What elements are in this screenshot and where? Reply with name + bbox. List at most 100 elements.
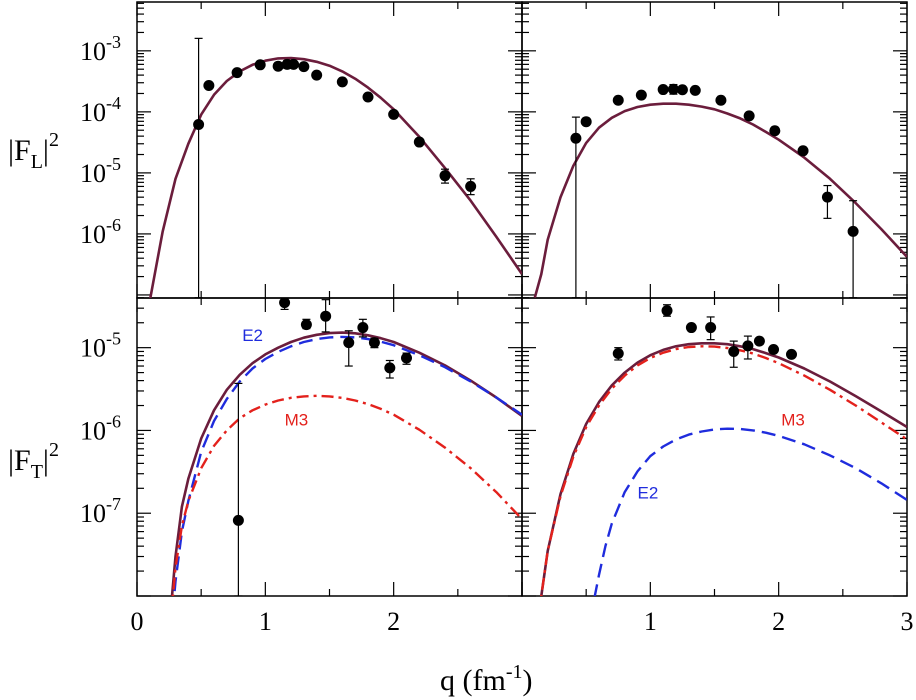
panel-points-top-left xyxy=(193,37,477,298)
curve-label-e2: E2 xyxy=(638,484,659,503)
y-tick-label-exp: -5 xyxy=(106,154,121,174)
panel-frame-bottom-left xyxy=(136,297,523,597)
curve-label-e2: E2 xyxy=(242,326,263,345)
curve-label-m3: M3 xyxy=(285,410,309,429)
y-tick-label: 10-7 xyxy=(80,494,121,528)
data-point xyxy=(368,337,380,349)
curve-labels: E2 M3 M3 E2 xyxy=(242,326,805,503)
data-point xyxy=(715,94,727,106)
data-point xyxy=(357,322,369,334)
data-point xyxy=(300,319,312,331)
y-tick-label-base: 10 xyxy=(80,416,106,445)
data-point xyxy=(612,94,624,106)
x-tick-label: 3 xyxy=(901,607,914,636)
data-point xyxy=(279,298,291,309)
axis-ticks xyxy=(136,2,908,597)
x-tick-label: 1 xyxy=(644,607,657,636)
data-point xyxy=(388,108,400,120)
xlabel: q (fm-1) xyxy=(440,661,533,697)
data-point xyxy=(401,352,412,364)
xlabel-main: q (fm xyxy=(440,664,506,697)
y-tick-label-exp: -3 xyxy=(106,32,121,52)
curve-total-bottom-left xyxy=(170,331,522,596)
data-point xyxy=(768,344,780,356)
y-tick-label: 10-6 xyxy=(80,215,121,249)
curve-e2-bottom-left xyxy=(173,335,522,596)
data-point xyxy=(254,59,266,71)
x-tick-label: 0 xyxy=(131,607,144,636)
curve-label-m3: M3 xyxy=(781,410,805,429)
panel-points-bottom-right xyxy=(612,304,797,368)
y-tick-label-exp: -5 xyxy=(106,329,121,349)
data-point xyxy=(413,136,425,148)
data-point xyxy=(193,119,205,131)
y-tick-label: 10-5 xyxy=(80,329,121,363)
y-tick-label: 10-4 xyxy=(80,93,121,127)
y-tick-label-exp: -7 xyxy=(106,494,121,514)
data-point xyxy=(657,84,669,96)
curve-total-bottom-right xyxy=(539,342,907,596)
data-points xyxy=(193,37,859,596)
tick-labels: 10-310-410-510-610-510-610-70 1 12 2 3 xyxy=(80,32,914,636)
data-point xyxy=(705,322,717,334)
panel-frame-top-right xyxy=(521,1,908,299)
y-tick-label-exp: -6 xyxy=(106,411,121,431)
data-point xyxy=(689,84,701,96)
ylabel-top-sub: L xyxy=(31,151,43,173)
data-point xyxy=(288,58,300,70)
x-tick-label: 1 xyxy=(259,607,272,636)
panel-curves-bottom-right xyxy=(539,342,907,596)
panel-points-bottom-left xyxy=(232,298,412,596)
data-point xyxy=(786,348,797,360)
y-tick-label-base: 10 xyxy=(80,98,106,127)
ylabel-top: |FL|2 xyxy=(8,129,59,173)
data-point xyxy=(580,116,592,128)
data-point xyxy=(612,348,624,360)
y-tick-label: 10-6 xyxy=(80,411,121,445)
data-point xyxy=(203,80,215,92)
ylabel-bottom-close: | xyxy=(43,444,49,477)
data-point xyxy=(336,76,348,88)
data-point xyxy=(439,170,451,182)
data-point xyxy=(797,145,809,157)
y-tick-label-base: 10 xyxy=(80,159,106,188)
data-point xyxy=(311,69,323,81)
curve-m3-bottom-left xyxy=(171,394,522,596)
data-point xyxy=(676,84,688,96)
xlabel-sup: -1 xyxy=(506,661,523,683)
data-point xyxy=(272,60,284,72)
curve-total-top-left xyxy=(149,56,522,298)
data-point xyxy=(343,337,355,349)
ylabel-bottom-sup: 2 xyxy=(49,439,59,461)
ylabel-top-close: | xyxy=(43,134,49,167)
panel-points-top-right xyxy=(570,83,859,298)
data-point xyxy=(320,310,332,322)
panel-frame-top-left xyxy=(136,1,523,299)
xlabel-close: ) xyxy=(523,664,533,697)
data-point xyxy=(847,225,859,237)
y-tick-label-base: 10 xyxy=(80,220,106,249)
y-tick-label-base: 10 xyxy=(80,499,106,528)
data-point xyxy=(667,83,679,95)
data-point xyxy=(635,89,647,101)
data-point xyxy=(362,91,374,103)
data-point xyxy=(753,335,765,347)
curve-m3-bottom-right xyxy=(540,345,907,596)
ylabel-bottom: |FT|2 xyxy=(8,439,59,483)
data-point xyxy=(728,345,740,357)
y-tick-label-exp: -4 xyxy=(106,93,121,113)
data-point xyxy=(685,322,697,334)
y-tick-label: 10-5 xyxy=(80,154,121,188)
x-tick-label: 2 xyxy=(387,607,400,636)
data-point xyxy=(743,110,755,122)
ylabel-top-sup: 2 xyxy=(49,129,59,151)
model-curves xyxy=(149,56,907,596)
data-point xyxy=(570,132,582,144)
data-point xyxy=(298,61,310,73)
y-tick-label-exp: -6 xyxy=(106,215,121,235)
data-point xyxy=(769,125,781,137)
y-tick-label: 10-3 xyxy=(80,32,121,66)
data-point xyxy=(742,340,754,352)
panel-curves-top-left xyxy=(149,56,522,298)
